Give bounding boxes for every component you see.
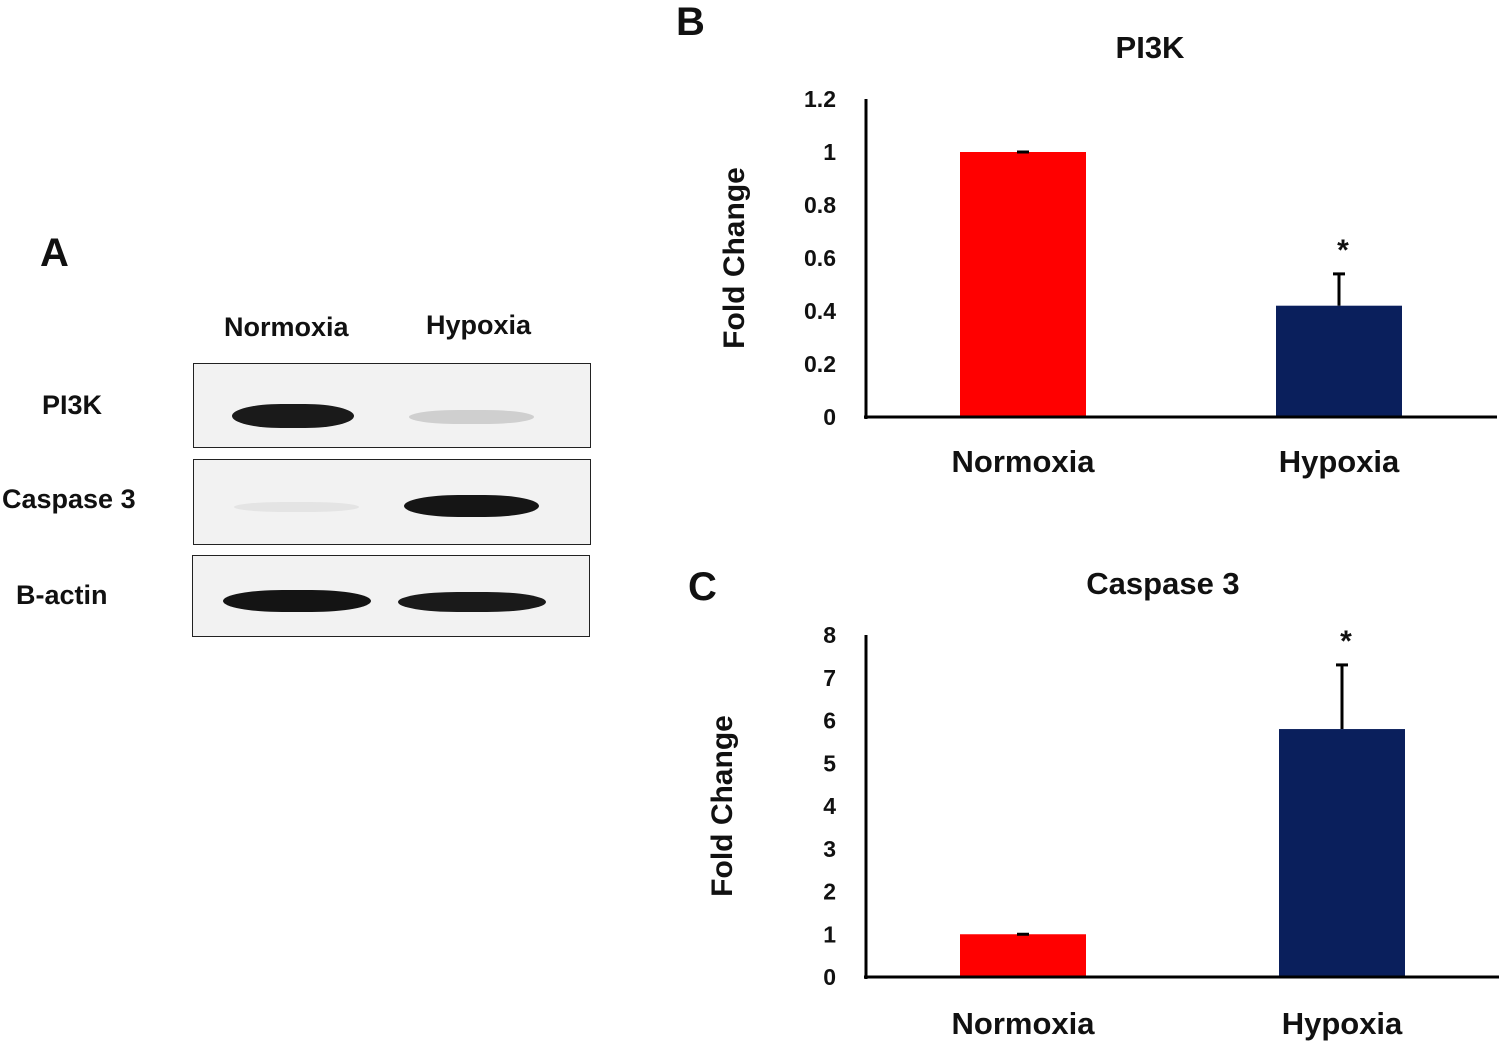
chart-1-y-tick-label: 1.2 (804, 86, 836, 112)
band-bactin-hypoxia (398, 592, 546, 612)
chart-2-y-tick-label: 8 (823, 622, 836, 648)
chart-1-y-tick-label: 0.2 (804, 351, 836, 377)
chart-2-y-tick-label: 6 (823, 708, 836, 734)
chart-1-y-tick-label: 0.8 (804, 192, 836, 218)
band-caspase3-normoxia (234, 502, 359, 512)
chart-2-y-tick-label: 3 (823, 836, 836, 862)
blot-strip-bactin (192, 555, 590, 637)
chart-2-y-tick-label: 4 (823, 793, 836, 819)
blot-strip-caspase3 (193, 459, 591, 545)
band-pi3k-hypoxia (409, 410, 534, 424)
panel-label-c: C (688, 565, 717, 609)
row-label-bactin: B-actin (16, 580, 108, 610)
row-label-pi3k: PI3K (42, 390, 103, 420)
panel-label-b: B (676, 0, 705, 44)
chart-1-title: PI3K (1116, 30, 1186, 65)
chart-1-y-tick-label: 0 (823, 404, 836, 430)
chart-2-y-tick-label: 5 (823, 750, 836, 776)
chart-1-bar-hypoxia (1276, 305, 1402, 417)
blot-strip-pi3k (193, 363, 591, 448)
chart-1-y-tick-label: 0.4 (804, 298, 836, 324)
chart-1-x-tick-label: Hypoxia (1279, 444, 1400, 479)
chart-2-y-tick-label: 1 (823, 921, 836, 947)
band-caspase3-hypoxia (404, 495, 539, 517)
band-bactin-normoxia (223, 590, 371, 612)
band-pi3k-normoxia (232, 404, 354, 428)
lane-label-hypoxia: Hypoxia (426, 310, 532, 340)
chart-1-x-tick-label: Normoxia (952, 444, 1096, 479)
chart-2-y-tick-label: 7 (823, 665, 836, 691)
chart-2-bar-hypoxia (1279, 729, 1405, 977)
chart-2-y-tick-label: 0 (823, 964, 836, 990)
chart-1-bar-normoxia (960, 152, 1086, 417)
row-label-caspase3: Caspase 3 (2, 484, 136, 514)
chart-2-significance-marker: * (1340, 625, 1352, 658)
chart-2-bar-normoxia (960, 934, 1086, 977)
chart-1-y-axis-label: Fold Change (718, 167, 751, 349)
chart-2-x-tick-label: Hypoxia (1282, 1006, 1403, 1041)
chart-1-y-tick-label: 1 (823, 139, 836, 165)
chart-2-x-tick-label: Normoxia (952, 1006, 1096, 1041)
chart-1-y-tick-label: 0.6 (804, 245, 836, 271)
chart-1-significance-marker: * (1337, 234, 1349, 267)
panel-label-a: A (40, 231, 69, 275)
chart-2-title: Caspase 3 (1086, 566, 1239, 601)
chart-2-y-axis-label: Fold Change (706, 715, 739, 897)
chart-2-y-tick-label: 2 (823, 879, 836, 905)
lane-label-normoxia: Normoxia (224, 312, 349, 342)
